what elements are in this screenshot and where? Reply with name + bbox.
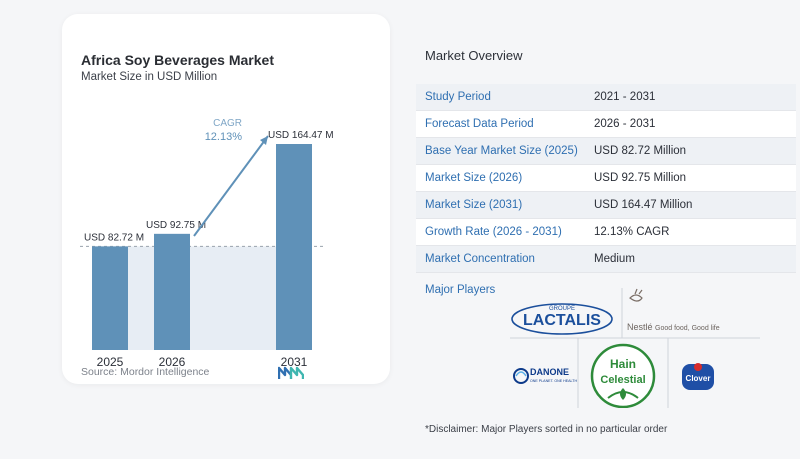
- x-tick-label: 2026: [159, 355, 186, 369]
- lactalis-sub-text: GROUPE: [549, 306, 575, 312]
- bar-chart: USD 82.72 M 2025 USD 92.75 M 2026 USD 164.47…: [80, 118, 334, 369]
- major-players-title: Major Players: [425, 284, 496, 296]
- svg-text:Hain: Hain: [610, 357, 636, 371]
- mordor-logo-icon: [278, 366, 304, 379]
- bar-value-label: USD 82.72 M: [84, 232, 144, 243]
- cagr-label: CAGR: [213, 118, 242, 129]
- chart-subtitle: Market Size in USD Million: [81, 71, 218, 83]
- svg-text:Celestial: Celestial: [600, 374, 645, 386]
- source-note: Source: Mordor Intelligence: [81, 366, 210, 378]
- bar-value-label: USD 164.47 M: [268, 130, 334, 141]
- lactalis-logo: GROUPE LACTALIS: [511, 303, 613, 335]
- danone-logo: DANONE ONE PLANET. ONE HEALTH: [513, 367, 577, 384]
- clover-logo: Clover: [682, 363, 714, 390]
- overview-row: Forecast Data Period 2026 - 2031: [416, 111, 796, 138]
- overview-row-label: Market Size (2026): [425, 172, 523, 184]
- disclaimer: *Disclaimer: Major Players sorted in no …: [425, 424, 668, 435]
- overview-row-label: Base Year Market Size (2025): [425, 145, 578, 157]
- overview-row: Base Year Market Size (2025) USD 82.72 Mi…: [416, 138, 796, 165]
- danone-name-text: DANONE: [530, 367, 569, 377]
- overview-row-label: Growth Rate (2026 - 2031): [425, 226, 562, 238]
- x-tick-label: 2031: [281, 355, 308, 369]
- overview-row: Growth Rate (2026 - 2031) 12.13% CAGR: [416, 219, 796, 246]
- cagr-arrow: [193, 135, 269, 237]
- overview-row-value: USD 164.47 Million: [594, 199, 693, 211]
- chart-title: Africa Soy Beverages Market: [81, 52, 274, 68]
- overview-row-label: Market Concentration: [425, 253, 535, 265]
- chart-card: USD 82.72 M 2025 USD 92.75 M 2026 USD 164.47…: [62, 14, 390, 384]
- overview-row-value: 2026 - 2031: [594, 118, 656, 130]
- clover-name-text: Clover: [686, 374, 711, 383]
- bar-value-label: USD 92.75 M: [146, 220, 206, 231]
- overview-row-value: USD 82.72 Million: [594, 145, 687, 157]
- overview-row: Market Size (2026) USD 92.75 Million: [416, 165, 796, 192]
- x-tick-label: 2025: [97, 355, 124, 369]
- market-overview-title: Market Overview: [425, 48, 523, 63]
- overview-table: Study Period 2021 - 2031 Forecast Data Per…: [416, 84, 796, 273]
- overview-row: Study Period 2021 - 2031: [416, 84, 796, 111]
- hain-celestial-logo: Hain Celestial: [590, 343, 656, 408]
- overview-row-label: Market Size (2031): [425, 199, 523, 211]
- overview-row-label: Study Period: [425, 91, 491, 103]
- bar-2031: [276, 144, 312, 350]
- baseline-band: [92, 246, 312, 350]
- overview-row-value: USD 92.75 Million: [594, 172, 687, 184]
- overview-row-value: Medium: [594, 253, 635, 265]
- bar-2026: [154, 233, 190, 350]
- lactalis-name-text: LACTALIS: [523, 312, 601, 329]
- nestle-name-text: Nestlé: [627, 322, 653, 332]
- danone-sub-text: ONE PLANET. ONE HEALTH: [530, 379, 577, 383]
- cagr-value: 12.13%: [205, 131, 243, 143]
- nestle-sub-text: Good food, Good life: [655, 325, 720, 332]
- overview-row-label: Forecast Data Period: [425, 118, 534, 130]
- major-players-logos: GROUPE LACTALIS Nestlé Good food, Good l…: [510, 288, 760, 408]
- overview-row-value: 2021 - 2031: [594, 91, 656, 103]
- overview-row-value: 12.13% CAGR: [594, 226, 670, 238]
- bar-2025: [92, 246, 128, 350]
- cagr-arrow-head: [260, 136, 268, 145]
- overview-row: Market Size (2031) USD 164.47 Million: [416, 192, 796, 219]
- overview-row: Market Concentration Medium: [416, 246, 796, 273]
- nestle-logo: Nestlé Good food, Good life: [627, 288, 720, 332]
